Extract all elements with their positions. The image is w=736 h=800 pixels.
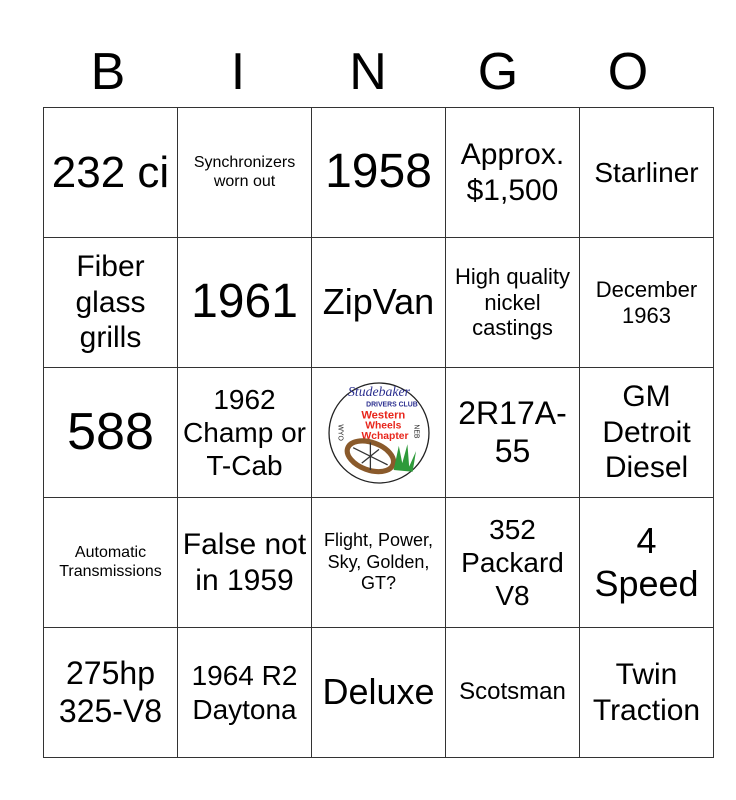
bingo-card: 232 ci Synchronizers worn out 1958 Approx. …	[43, 107, 714, 758]
bingo-cell[interactable]: 1958	[311, 107, 446, 238]
bingo-cell[interactable]: ZipVan	[311, 237, 446, 368]
logo-chapter: Wchapter	[361, 431, 408, 442]
cell-text: Deluxe	[322, 671, 435, 713]
cell-text: 1958	[325, 145, 432, 199]
bingo-cell[interactable]: Fiber glass grills	[43, 237, 178, 368]
bingo-row: 588 1962 Champ or T-Cab Studebaker DRIVER…	[43, 367, 714, 498]
bingo-cell[interactable]: False not in 1959	[177, 497, 312, 628]
bingo-cell[interactable]: 2R17A-55	[445, 367, 580, 498]
cell-text: Synchronizers worn out	[193, 153, 296, 190]
cell-text: 2R17A-55	[458, 394, 567, 469]
logo-brand: Studebaker	[348, 383, 411, 398]
cell-text: 1961	[191, 275, 298, 329]
bingo-row: 232 ci Synchronizers worn out 1958 Approx. …	[43, 107, 714, 238]
cell-text: Scotsman	[459, 678, 566, 706]
bingo-cell[interactable]: 4 Speed	[579, 497, 714, 628]
bingo-cell[interactable]: 1964 R2 Daytona	[177, 627, 312, 758]
bingo-cell[interactable]: 1961	[177, 237, 312, 368]
cell-text: 232 ci	[51, 147, 170, 197]
bingo-cell[interactable]: 275hp 325-V8	[43, 627, 178, 758]
logo-chapter: Western	[361, 409, 405, 421]
bingo-cell[interactable]: Deluxe	[311, 627, 446, 758]
bingo-cell[interactable]: GM Detroit Diesel	[579, 367, 714, 498]
cell-text: 1964 R2 Daytona	[191, 660, 298, 725]
cell-text: 4 Speed	[594, 520, 699, 604]
cell-text: December 1963	[595, 276, 698, 328]
bingo-cell[interactable]: Scotsman	[445, 627, 580, 758]
bingo-row: Fiber glass grills 1961 ZipVan High quality…	[43, 237, 714, 368]
bingo-cell[interactable]: 1962 Champ or T-Cab	[177, 367, 312, 498]
bingo-row: Automatic Transmissions False not in 1959…	[43, 497, 714, 628]
cell-text: Automatic Transmissions	[59, 543, 162, 580]
header-letter: O	[607, 43, 649, 101]
logo-chapter: Wheels	[365, 420, 401, 431]
header-letter: B	[90, 43, 126, 101]
cell-text: Approx. $1,500	[460, 138, 565, 207]
bingo-row: 275hp 325-V8 1964 R2 Daytona Deluxe Scotsma…	[43, 627, 714, 758]
club-logo-icon: Studebaker DRIVERS CLUB Western Wheels W…	[327, 381, 430, 484]
bingo-cell[interactable]: Automatic Transmissions	[43, 497, 178, 628]
cell-text: Fiber glass grills	[75, 250, 146, 355]
cell-text: 275hp 325-V8	[58, 654, 163, 729]
logo-left: WYO	[336, 424, 343, 441]
bingo-header: B I N G O	[43, 40, 693, 104]
bingo-cell[interactable]: Synchronizers worn out	[177, 107, 312, 238]
cell-text: Starliner	[594, 156, 699, 188]
header-letter: I	[230, 43, 246, 101]
bingo-cell[interactable]: 232 ci	[43, 107, 178, 238]
cell-text: ZipVan	[322, 281, 435, 323]
logo-club: DRIVERS CLUB	[366, 401, 418, 408]
cell-text: 588	[67, 402, 154, 461]
logo-right: NEB	[412, 424, 419, 439]
bingo-cell[interactable]: Flight, Power, Sky, Golden, GT?	[311, 497, 446, 628]
cell-text: Flight, Power, Sky, Golden, GT?	[323, 529, 434, 594]
cell-text: False not in 1959	[182, 528, 307, 597]
cell-text: 352 Packard V8	[461, 513, 564, 612]
cell-text: 1962 Champ or T-Cab	[183, 383, 306, 482]
bingo-cell[interactable]: 588	[43, 367, 178, 498]
cell-text: High quality nickel castings	[455, 263, 570, 341]
bingo-cell[interactable]: High quality nickel castings	[445, 237, 580, 368]
free-space-logo[interactable]: Studebaker DRIVERS CLUB Western Wheels W…	[311, 367, 446, 498]
bingo-cell[interactable]: Approx. $1,500	[445, 107, 580, 238]
cell-text: GM Detroit Diesel	[602, 380, 691, 485]
cell-text: Twin Traction	[592, 658, 701, 727]
bingo-cell[interactable]: Starliner	[579, 107, 714, 238]
bingo-cell[interactable]: December 1963	[579, 237, 714, 368]
header-letter: G	[477, 43, 519, 101]
bingo-cell[interactable]: Twin Traction	[579, 627, 714, 758]
header-letter: N	[349, 43, 387, 101]
bingo-cell[interactable]: 352 Packard V8	[445, 497, 580, 628]
